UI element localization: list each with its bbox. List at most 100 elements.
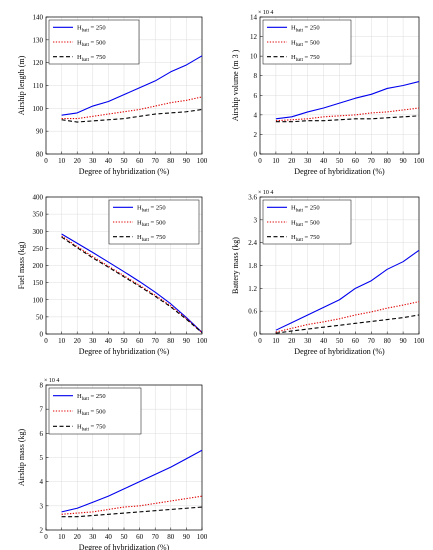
legend-entry-subscript: batt (142, 208, 150, 213)
legend-entry: Hbatt = 750 (291, 54, 320, 63)
y-tick-label: 50 (36, 313, 44, 321)
y-tick-label: 5 (40, 454, 44, 462)
series-line-3 (275, 314, 420, 334)
legend-entry-value: = 750 (149, 234, 166, 241)
series-line-3 (61, 506, 203, 518)
y-tick-label: 1.8 (248, 262, 257, 270)
x-tick-label: 50 (121, 533, 129, 541)
legend-entry-name: H (137, 205, 142, 212)
series-line-2 (61, 96, 203, 120)
legend-entry-value: = 500 (149, 219, 166, 226)
y-tick-label: 2 (254, 131, 258, 139)
legend-entry-subscript: batt (82, 397, 90, 402)
legend-entry-value: = 500 (303, 39, 320, 46)
legend-entry: Hbatt = 750 (291, 234, 320, 243)
x-tick-label: 60 (136, 157, 144, 165)
legend-entry-subscript: batt (296, 58, 304, 63)
y-tick-label: 300 (33, 228, 44, 236)
series-line-2 (275, 301, 420, 333)
axes-frame (45, 196, 203, 335)
y-tick-label: 400 (33, 194, 44, 202)
legend-entry-value: = 750 (303, 54, 320, 61)
legend-entry: Hbatt = 500 (291, 219, 320, 228)
y-tick-label: 8 (40, 382, 44, 390)
y-tick-label: 120 (33, 59, 44, 67)
x-tick-label: 10 (58, 157, 66, 165)
x-tick-label: 10 (272, 157, 280, 165)
x-tick-label: 60 (352, 157, 360, 165)
legend-entry: Hbatt = 500 (77, 39, 106, 48)
series-line-3 (275, 115, 420, 123)
x-tick-label: 30 (89, 533, 97, 541)
y-tick-label: 200 (33, 262, 44, 270)
x-tick-label: 100 (414, 157, 425, 165)
legend: Hbatt = 250 Hbatt = 500 Hbatt = 750 (262, 19, 352, 65)
x-tick-label: 10 (58, 533, 66, 541)
legend-entry-value: = 750 (303, 234, 320, 241)
y-tick-label: 7 (40, 406, 44, 414)
y-tick-label: 2.4 (248, 239, 257, 247)
x-tick-label: 40 (105, 533, 113, 541)
x-tick-label: 30 (304, 157, 312, 165)
legend-entry: Hbatt = 250 (137, 205, 166, 214)
legend-entry-subscript: batt (296, 208, 304, 213)
y-tick-label: 2 (40, 527, 44, 535)
axes-frame (45, 384, 203, 531)
x-tick-label: 20 (288, 337, 296, 345)
legend-entry-name: H (291, 219, 296, 226)
legend-entry: Hbatt = 250 (291, 205, 320, 214)
x-axis-label: Degree of hybridization (%) (294, 347, 385, 356)
x-tick-label: 90 (183, 337, 191, 345)
x-tick-label: 80 (384, 157, 392, 165)
legend-entry-subscript: batt (82, 58, 90, 63)
x-tick-label: 0 (44, 337, 48, 345)
y-tick-label: 4 (40, 478, 44, 486)
x-tick-label: 60 (136, 533, 144, 541)
x-tick-label: 70 (368, 337, 376, 345)
legend-entry-subscript: batt (296, 238, 304, 243)
axis-exponent: × 10 4 (258, 10, 273, 16)
x-tick-label: 70 (152, 337, 160, 345)
x-tick-label: 70 (152, 533, 160, 541)
x-tick-label: 90 (400, 157, 408, 165)
y-tick-label: 1.2 (248, 285, 257, 293)
series-line-2 (61, 235, 203, 334)
legend-entry-name: H (137, 219, 142, 226)
y-axis-label: Battery mass (kg) (231, 237, 240, 294)
x-tick-label: 20 (74, 337, 82, 345)
x-tick-label: 20 (288, 157, 296, 165)
x-tick-label: 30 (304, 337, 312, 345)
legend-entry-name: H (137, 234, 142, 241)
x-tick-label: 90 (183, 533, 191, 541)
y-tick-label: 250 (33, 245, 44, 253)
legend-entry-name: H (77, 408, 82, 415)
y-tick-label: 150 (33, 279, 44, 287)
series-line-1 (61, 55, 203, 116)
y-tick-label: 3 (254, 216, 258, 224)
legend-entry: Hbatt = 250 (291, 25, 320, 34)
legend-entry-value: = 500 (303, 219, 320, 226)
x-tick-label: 100 (414, 337, 425, 345)
y-tick-label: 0.6 (248, 308, 257, 316)
y-tick-label: 4 (254, 111, 258, 119)
legend-entry-name: H (77, 424, 82, 431)
x-tick-label: 60 (136, 337, 144, 345)
y-tick-label: 130 (33, 36, 44, 44)
x-tick-label: 20 (74, 157, 82, 165)
axis-exponent: × 10 4 (44, 378, 59, 384)
x-tick-label: 40 (105, 337, 113, 345)
y-axis-label: Airship mass (kg) (17, 429, 26, 487)
axes-frame (45, 16, 203, 155)
x-tick-label: 90 (183, 157, 191, 165)
y-tick-label: 100 (33, 105, 44, 113)
x-axis-label: Degree of hybridization (%) (79, 167, 170, 176)
legend-entry-value: = 750 (89, 424, 106, 431)
x-tick-label: 10 (58, 337, 66, 345)
legend-entry: Hbatt = 500 (291, 39, 320, 48)
legend-entry-subscript: batt (142, 238, 150, 243)
y-tick-label: 90 (36, 128, 44, 136)
y-tick-label: 350 (33, 211, 44, 219)
